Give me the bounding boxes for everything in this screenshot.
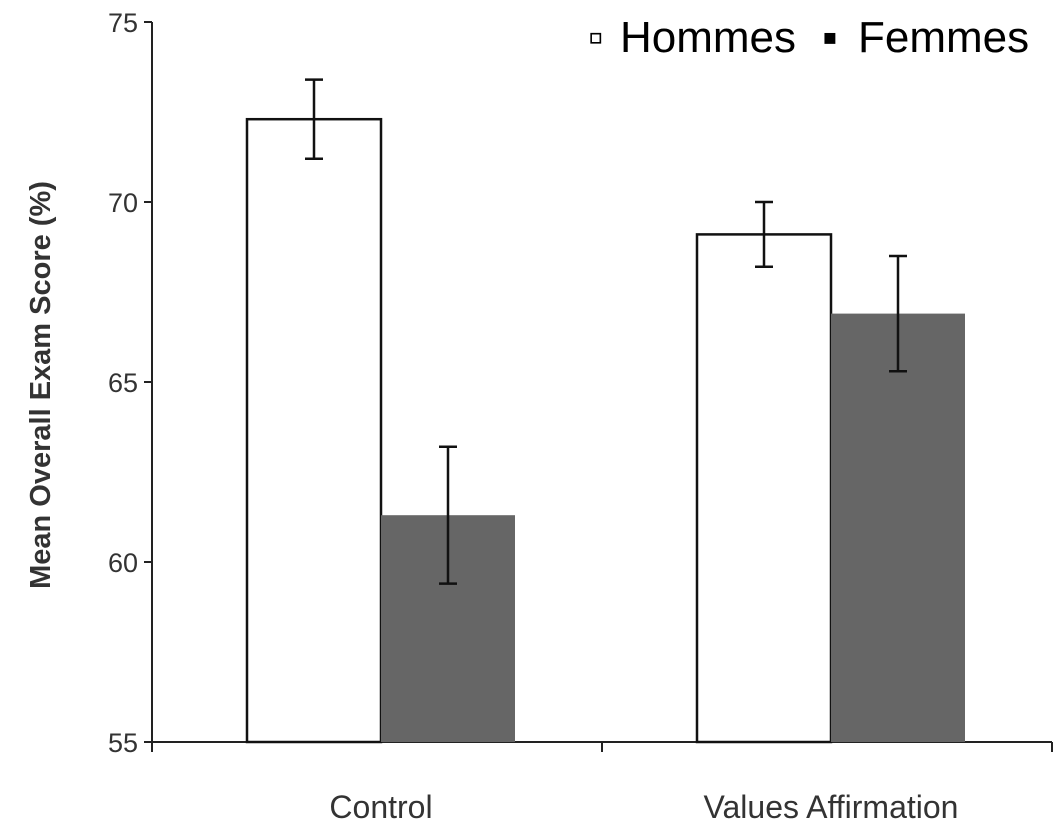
legend-marker-femmes: ▪ [822, 13, 838, 62]
legend-label-hommes: Hommes [620, 13, 796, 62]
error-bars [305, 78, 907, 585]
bar-hommes [245, 117, 383, 744]
bars [245, 117, 965, 744]
legend-marker-hommes: ▫ [588, 13, 604, 62]
y-axis-title: Mean Overall Exam Score (%) [25, 181, 57, 589]
x-ticks [151, 742, 1053, 752]
y-tick-label: 65 [108, 368, 138, 398]
y-ticks: 55 60 65 70 75 [108, 8, 152, 758]
legend-label-femmes: Femmes [858, 13, 1029, 62]
legend: ▫ Hommes ▪ Femmes [588, 13, 1029, 62]
y-tick-label: 70 [108, 188, 138, 218]
category-label: Control [329, 789, 432, 825]
category-label: Values Affirmation [704, 789, 959, 825]
category-labels: Control Values Affirmation [329, 789, 958, 825]
y-tick-label: 55 [108, 728, 138, 758]
bar-hommes [695, 233, 833, 744]
y-tick-label: 60 [108, 548, 138, 578]
y-tick-label: 75 [108, 8, 138, 38]
bar-femmes [831, 313, 965, 742]
